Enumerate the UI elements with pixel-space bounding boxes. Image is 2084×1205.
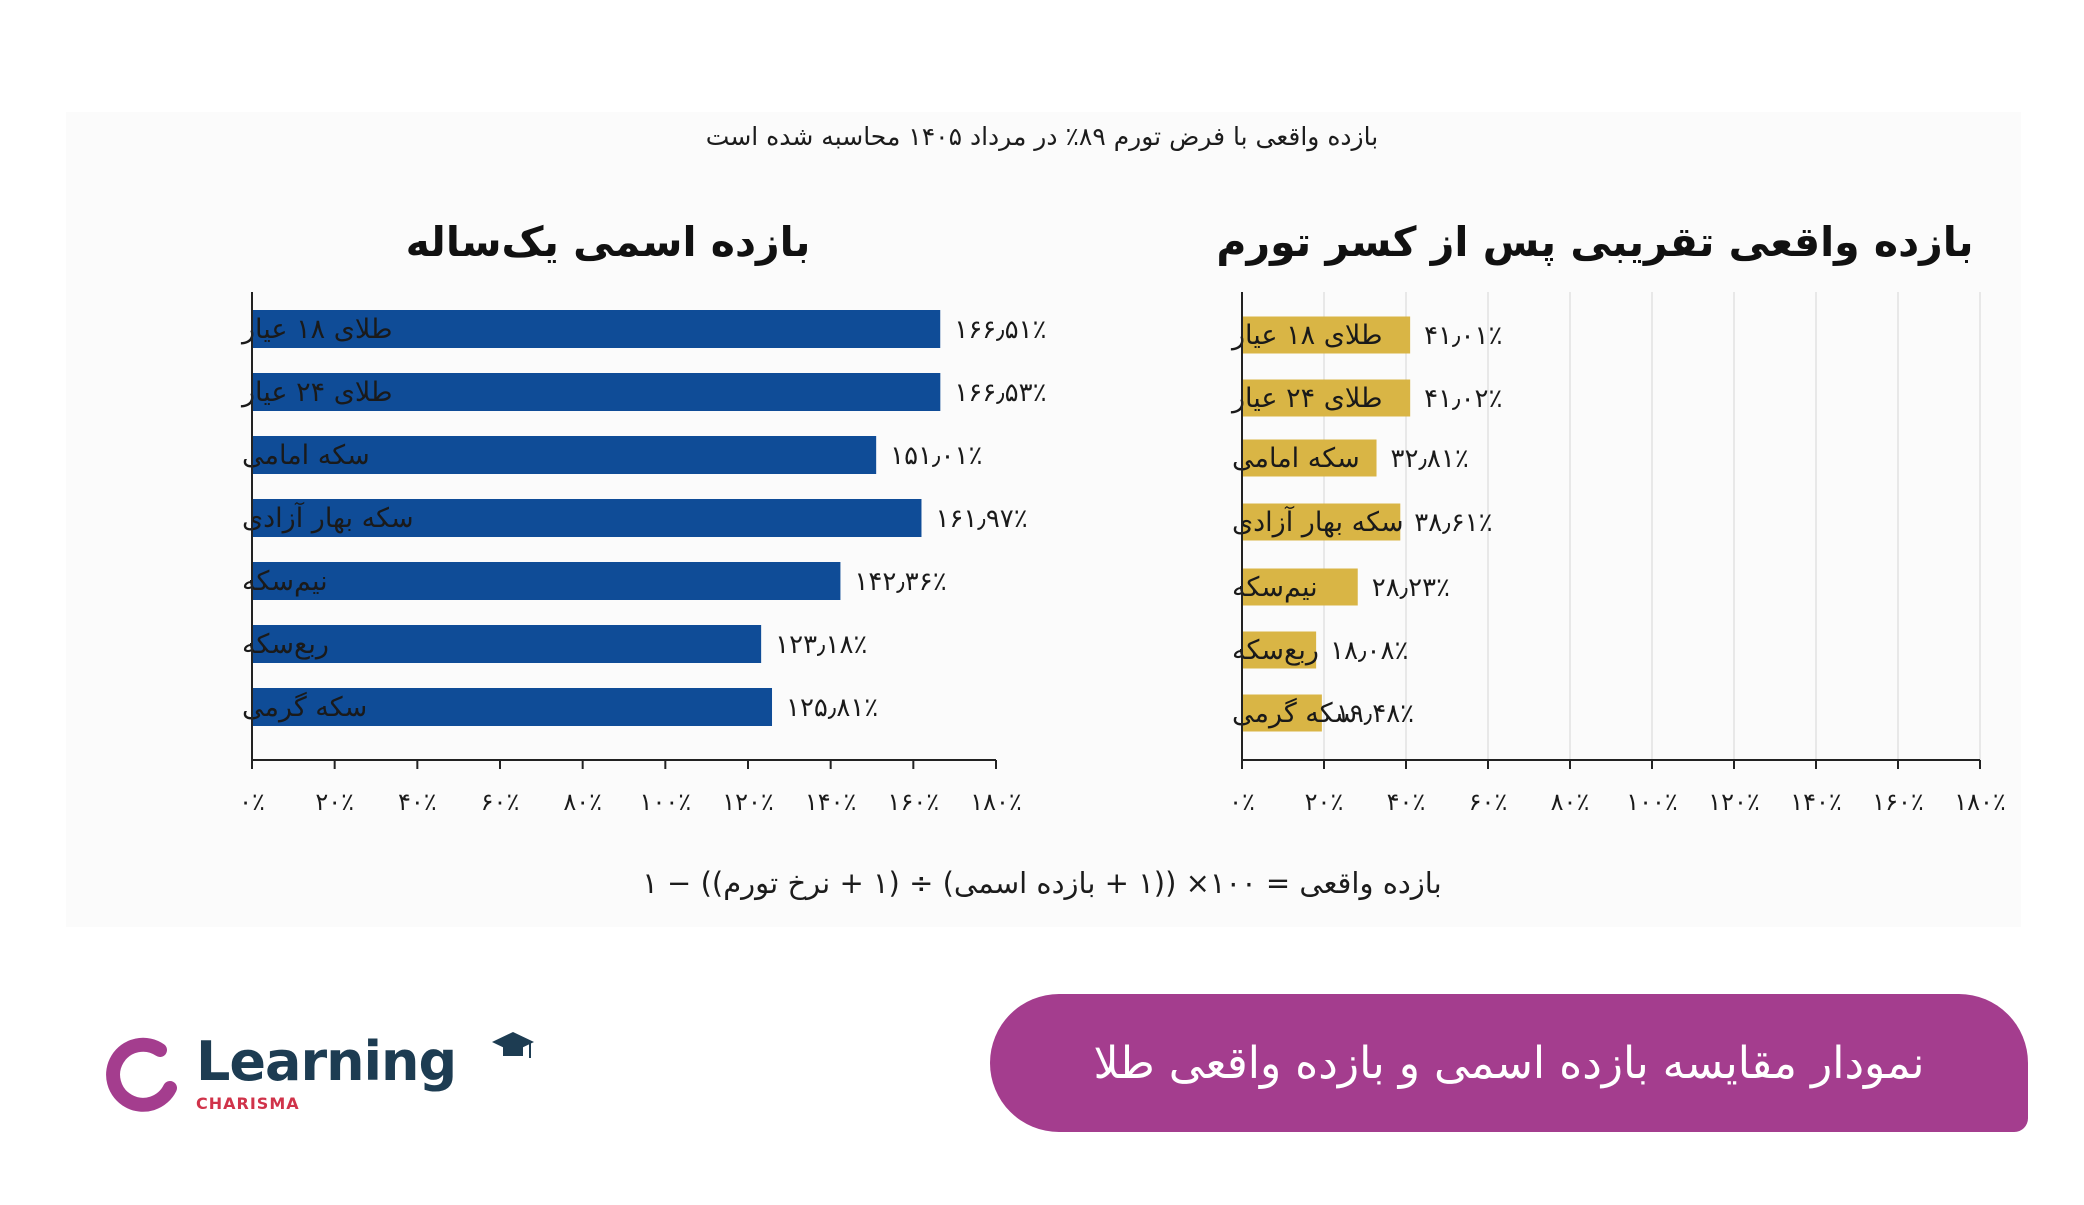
nominal-bar — [252, 625, 762, 663]
real-x-tick-label: ۱۸۰٪ — [1954, 788, 2006, 816]
real-x-tick-label: ۰٪ — [1229, 788, 1255, 816]
real-bar — [1242, 694, 1322, 732]
real-category-label: سکه گرمی — [1232, 697, 1357, 729]
logo-wordmark: Learning — [196, 1030, 457, 1093]
real-bar — [1242, 568, 1358, 606]
real-value-label: ۳۲٫۸۱٪ — [1391, 444, 1469, 474]
real-bar — [1242, 316, 1411, 354]
nominal-x-tick-label: ۶۰٪ — [481, 788, 520, 816]
real-category-label: نیم‌سکه — [1232, 572, 1318, 603]
nominal-value-label: ۱۵۱٫۰۱٪ — [890, 441, 982, 471]
nominal-category-label: سکه امامی — [242, 440, 370, 471]
real-value-label: ۱۹٫۴۸٪ — [1336, 699, 1414, 729]
nominal-category-label: طلای ۲۴ عیار — [240, 377, 392, 408]
real-value-label: ۴۱٫۰۱٪ — [1424, 321, 1502, 351]
nominal-chart-title: بازده اسمی یک‌ساله — [406, 218, 811, 266]
nominal-bar — [252, 310, 941, 348]
nominal-bar — [252, 436, 877, 474]
logo-tagline: CHARISMA — [196, 1094, 300, 1113]
nominal-x-tick-label: ۲۰٪ — [315, 788, 354, 816]
real-x-tick-label: ۲۰٪ — [1305, 788, 1344, 816]
nominal-x-tick-label: ۱۸۰٪ — [970, 788, 1022, 816]
nominal-bar — [252, 688, 773, 726]
nominal-value-label: ۱۶۶٫۵۱٪ — [954, 315, 1046, 345]
real-category-label: طلای ۲۴ عیار — [1230, 383, 1382, 414]
real-category-label: سکه امامی — [1232, 443, 1360, 474]
nominal-x-tick-label: ۱۴۰٪ — [805, 788, 857, 816]
nominal-category-label: نیم‌سکه — [242, 566, 328, 597]
real-category-label: طلای ۱۸ عیار — [1230, 320, 1382, 351]
nominal-x-tick-label: ۱۰۰٪ — [640, 788, 692, 816]
chart-subtitle: بازده واقعی با فرض تورم ۸۹٪ در مرداد ۱۴۰… — [705, 122, 1379, 151]
nominal-value-label: ۱۲۳٫۱۸٪ — [775, 630, 867, 660]
real-value-label: ۴۱٫۰۲٪ — [1424, 384, 1502, 414]
real-x-tick-label: ۴۰٪ — [1387, 788, 1426, 816]
graduation-cap-icon — [492, 1032, 534, 1058]
real-category-label: سکه بهار آزادی — [1232, 506, 1404, 538]
nominal-bar — [252, 562, 841, 600]
real-value-label: ۳۸٫۶۱٪ — [1414, 508, 1492, 538]
nominal-x-tick-label: ۱۶۰٪ — [888, 788, 940, 816]
real-bar — [1242, 631, 1317, 669]
nominal-category-label: طلای ۱۸ عیار — [240, 314, 392, 345]
formula-text: بازده واقعی = ۱۰۰× ((۱ + بازده اسمی) ÷ (… — [642, 866, 1442, 900]
nominal-bar — [252, 499, 922, 537]
nominal-value-label: ۱۶۶٫۵۳٪ — [954, 378, 1046, 408]
nominal-x-tick-label: ۰٪ — [239, 788, 265, 816]
real-x-tick-label: ۸۰٪ — [1551, 788, 1590, 816]
nominal-value-label: ۱۴۲٫۳۶٪ — [854, 567, 946, 597]
real-bar — [1242, 379, 1411, 417]
real-x-tick-label: ۶۰٪ — [1469, 788, 1508, 816]
real-value-label: ۱۸٫۰۸٪ — [1330, 636, 1408, 666]
nominal-value-label: ۱۲۵٫۸۱٪ — [786, 693, 878, 723]
nominal-category-label: سکه بهار آزادی — [242, 502, 414, 534]
real-value-label: ۲۸٫۲۳٪ — [1372, 573, 1450, 603]
charts-svg: بازده اسمی یک‌ساله طلای ۱۸ عیار ۱۶۶٫۵۱٪ طلا… — [239, 218, 2006, 816]
real-bar — [1242, 503, 1401, 541]
nominal-category-label: سکه گرمی — [242, 691, 367, 723]
nominal-value-label: ۱۶۱٫۹۷٪ — [935, 504, 1027, 534]
banner-title: نمودار مقایسه بازده اسمی و بازده واقعی ط… — [1093, 1037, 1925, 1089]
real-x-tick-label: ۱۶۰٪ — [1872, 788, 1924, 816]
real-x-tick-label: ۱۴۰٪ — [1790, 788, 1842, 816]
nominal-x-tick-label: ۱۲۰٪ — [722, 788, 774, 816]
real-chart-title: بازده واقعی تقریبی پس از کسر تورم — [1216, 218, 1973, 267]
real-x-tick-label: ۱۰۰٪ — [1626, 788, 1678, 816]
nominal-category-label: ربع‌سکه — [242, 629, 329, 660]
real-x-tick-label: ۱۲۰٪ — [1708, 788, 1760, 816]
nominal-bar — [252, 373, 941, 411]
title-banner: نمودار مقایسه بازده اسمی و بازده واقعی ط… — [990, 994, 2028, 1132]
nominal-x-tick-label: ۸۰٪ — [563, 788, 602, 816]
learning-charisma-logo[interactable]: Learning CHARISMA — [98, 1030, 534, 1120]
nominal-x-tick-label: ۴۰٪ — [398, 788, 437, 816]
logo-ring-icon — [106, 1037, 177, 1112]
real-category-label: ربع‌سکه — [1232, 635, 1319, 666]
real-bar — [1242, 439, 1377, 477]
